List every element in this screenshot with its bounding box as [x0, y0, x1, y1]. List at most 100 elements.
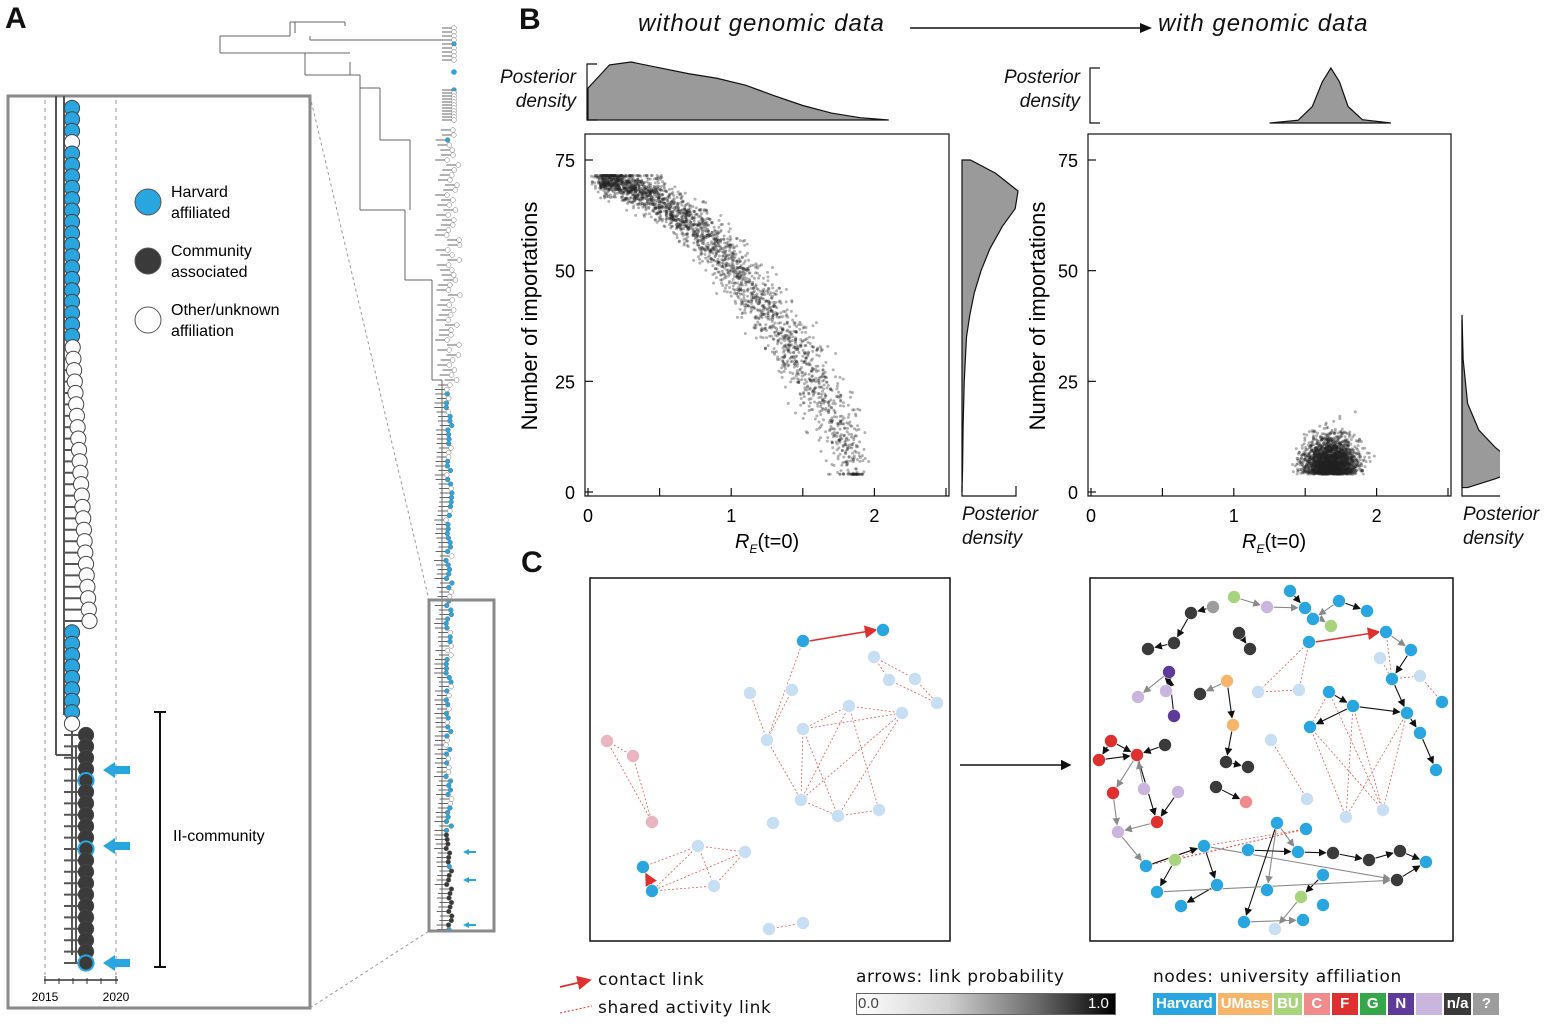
scatter-point [856, 445, 860, 449]
scatter-point [791, 318, 795, 322]
scatter-point [657, 205, 661, 209]
scatter-point [645, 194, 649, 198]
tip-node [451, 167, 457, 173]
scatter-point [726, 244, 730, 248]
scatter-point [1313, 468, 1317, 472]
scatter-point [602, 194, 606, 198]
scatter-point [815, 427, 819, 431]
scatter-point [856, 407, 860, 411]
scatter-point [618, 191, 622, 195]
scatter-point [698, 239, 702, 243]
scatter-point [602, 185, 606, 189]
scatter-point [743, 243, 747, 247]
scatter-point [829, 406, 833, 410]
scatter-point [743, 268, 747, 272]
scatter-point [616, 178, 620, 182]
scatter-point [605, 174, 609, 178]
scatter-point [647, 194, 651, 198]
scatter-point [618, 178, 622, 182]
scatter-point [678, 192, 682, 196]
scatter-point [852, 427, 856, 431]
scatter-point [816, 346, 820, 350]
scatter-point [838, 438, 842, 442]
tip-node [446, 764, 452, 771]
scatter-point [612, 179, 616, 183]
scatter-point [611, 190, 615, 194]
scatter-point [654, 211, 658, 215]
scatter-point [607, 187, 611, 191]
scatter-point [625, 197, 629, 201]
scatter-point [754, 314, 758, 318]
scatter-point [648, 202, 652, 206]
scatter-point [624, 181, 628, 185]
scatter-point [630, 187, 634, 191]
scatter-point [785, 361, 789, 365]
scatter-point [773, 333, 777, 337]
scatter-point [754, 283, 758, 287]
scatter-point [701, 200, 705, 204]
scatter-point [825, 380, 829, 384]
scatter-point [660, 205, 664, 209]
scatter-point [753, 326, 757, 330]
tip-node [445, 877, 452, 883]
scatter-point [606, 173, 610, 177]
scatter-point [1336, 446, 1340, 450]
scatter-point [746, 280, 750, 284]
scatter-point [742, 293, 746, 297]
scatter-point [659, 217, 663, 221]
scatter-point [838, 438, 842, 442]
scatter-point [711, 264, 715, 268]
scatter-point [738, 283, 742, 287]
scatter-point [611, 175, 615, 179]
scatter-point [738, 250, 742, 254]
scatter-point [682, 241, 686, 245]
scatter-point [641, 195, 645, 199]
panel-label-a: A [5, 2, 27, 35]
scatter-point [838, 434, 842, 438]
scatter-point [675, 233, 679, 237]
scatter-point [631, 191, 635, 195]
scatter-point [1333, 470, 1337, 474]
scatter-point [751, 290, 755, 294]
scatter-point [720, 273, 724, 277]
scatter-point [653, 177, 657, 181]
scatter-point [679, 227, 683, 231]
scatter-point [754, 336, 758, 340]
scatter-point [806, 384, 810, 388]
scatter-point [664, 190, 668, 194]
scatter-point [605, 173, 609, 177]
scatter-point [722, 289, 726, 293]
scatter-point [632, 185, 636, 189]
scatter-point [805, 362, 809, 366]
scatter-point [850, 424, 854, 428]
scatter-point [616, 181, 620, 185]
scatter-point [705, 245, 709, 249]
scatter-point [764, 307, 768, 311]
tip-node [451, 272, 457, 278]
scatter-point [740, 292, 744, 296]
tip-node [447, 778, 454, 784]
tip-node [444, 733, 450, 739]
scatter-point [749, 291, 753, 295]
scatter-point [636, 178, 640, 182]
scatter-point [835, 434, 839, 438]
scatter-point [599, 186, 603, 190]
scatter-point [737, 288, 741, 292]
scatter-point [855, 472, 859, 476]
scatter-point [636, 177, 640, 181]
scatter-point [732, 274, 736, 278]
scatter-point [1336, 466, 1340, 470]
scatter-point [713, 242, 717, 246]
scatter-point [609, 174, 613, 178]
scatter-point [823, 375, 827, 379]
scatter-point [822, 383, 826, 387]
scatter-point [647, 185, 651, 189]
scatter-point [707, 243, 711, 247]
scatter-point [661, 197, 665, 201]
scatter-point [603, 190, 607, 194]
scatter-point [786, 364, 790, 368]
scatter-point [603, 173, 607, 177]
scatter-point [761, 293, 765, 297]
scatter-point [612, 195, 616, 199]
scatter-point [638, 190, 642, 194]
